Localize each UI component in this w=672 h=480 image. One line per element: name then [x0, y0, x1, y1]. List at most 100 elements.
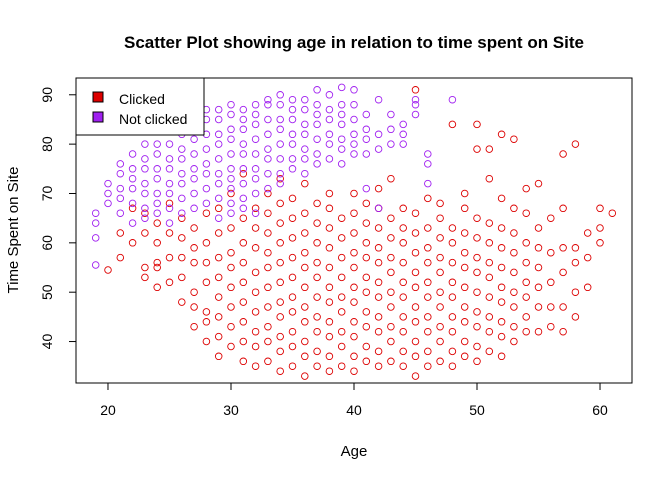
point-clicked-107: [301, 263, 309, 272]
point-not-clicked-87: [239, 165, 248, 173]
point-clicked-305: [559, 327, 567, 336]
point-clicked-181: [387, 234, 395, 242]
point-clicked-187: [399, 313, 407, 321]
point-clicked-260: [485, 273, 494, 282]
point-not-clicked-146: [337, 145, 346, 153]
point-clicked-321: [596, 204, 604, 213]
point-not-clicked-46: [178, 145, 186, 153]
point-clicked-258: [485, 313, 494, 321]
point-clicked-9: [153, 283, 161, 292]
point-clicked-207: [424, 327, 432, 336]
point-not-clicked-97: [251, 150, 260, 158]
point-clicked-42: [214, 229, 223, 237]
point-clicked-182: [387, 214, 395, 222]
point-not-clicked-44: [178, 169, 186, 178]
point-not-clicked-76: [227, 184, 235, 193]
point-clicked-138: [337, 273, 346, 282]
point-clicked-66: [251, 268, 260, 277]
point-clicked-127: [325, 283, 334, 292]
point-clicked-17: [165, 199, 174, 208]
point-clicked-290: [522, 239, 530, 247]
point-not-clicked-60: [202, 160, 211, 168]
point-clicked-194: [411, 372, 420, 380]
point-clicked-241: [460, 248, 469, 257]
point-not-clicked-30: [153, 150, 161, 158]
point-clicked-243: [460, 204, 469, 213]
point-clicked-39: [214, 293, 223, 301]
point-not-clicked-121: [288, 130, 297, 139]
legend-swatch-clicked: [92, 91, 104, 103]
points-layer: [91, 83, 617, 380]
point-clicked-25: [190, 288, 198, 296]
point-clicked-235: [460, 352, 469, 361]
point-not-clicked-51: [190, 174, 198, 183]
point-clicked-64: [251, 308, 260, 316]
x-tick-label-60: 60: [592, 402, 608, 418]
point-clicked-52: [239, 357, 248, 366]
point-clicked-27: [190, 244, 198, 252]
point-clicked-308: [559, 244, 567, 252]
point-clicked-8: [141, 209, 149, 217]
point-not-clicked-75: [227, 199, 235, 208]
point-not-clicked-93: [251, 209, 260, 217]
point-not-clicked-39: [165, 140, 174, 148]
point-clicked-21: [178, 234, 186, 242]
point-clicked-51: [227, 189, 235, 198]
point-clicked-105: [301, 303, 309, 311]
point-clicked-69: [251, 204, 260, 213]
point-clicked-60: [239, 169, 248, 178]
point-clicked-53: [239, 337, 248, 346]
point-clicked-248: [473, 308, 481, 316]
point-not-clicked-45: [178, 155, 186, 163]
point-clicked-91: [288, 362, 297, 370]
point-not-clicked-70: [214, 140, 223, 148]
point-clicked-36: [214, 352, 223, 361]
point-not-clicked-85: [239, 194, 248, 203]
point-clicked-180: [387, 253, 395, 262]
point-clicked-94: [288, 308, 297, 316]
point-clicked-208: [424, 313, 432, 321]
point-clicked-50: [227, 224, 235, 232]
point-clicked-302: [547, 278, 555, 287]
point-clicked-152: [350, 189, 358, 198]
point-clicked-70: [264, 357, 272, 366]
point-clicked-233: [448, 224, 457, 232]
point-clicked-19: [178, 273, 186, 282]
x-axis-label: Age: [341, 443, 368, 460]
point-clicked-146: [350, 298, 358, 306]
point-not-clicked-154: [350, 130, 358, 139]
point-not-clicked-114: [276, 125, 284, 134]
point-clicked-309: [559, 204, 567, 213]
point-clicked-271: [497, 263, 506, 272]
point-clicked-153: [362, 357, 371, 366]
point-not-clicked-35: [165, 189, 174, 198]
point-clicked-0: [104, 266, 112, 274]
point-not-clicked-50: [190, 189, 198, 198]
point-clicked-4: [128, 204, 137, 213]
point-not-clicked-80: [227, 135, 235, 143]
point-clicked-135: [337, 327, 346, 336]
point-clicked-192: [399, 224, 407, 232]
point-clicked-26: [190, 258, 198, 267]
point-clicked-244: [460, 189, 469, 198]
point-clicked-171: [374, 224, 383, 232]
point-clicked-65: [251, 288, 260, 296]
point-clicked-289: [522, 258, 530, 267]
point-not-clicked-72: [214, 115, 223, 124]
point-clicked-218: [436, 303, 444, 311]
point-clicked-77: [264, 229, 272, 237]
point-not-clicked-143: [325, 105, 334, 114]
point-clicked-251: [473, 253, 481, 262]
point-not-clicked-71: [214, 130, 223, 139]
point-not-clicked-134: [313, 135, 321, 143]
point-not-clicked-156: [350, 100, 358, 109]
point-clicked-314: [571, 244, 580, 252]
point-clicked-247: [473, 322, 481, 331]
point-clicked-201: [411, 248, 420, 257]
point-clicked-179: [387, 268, 395, 277]
point-not-clicked-29: [153, 165, 161, 173]
point-clicked-276: [510, 337, 518, 346]
point-clicked-157: [362, 288, 371, 296]
point-not-clicked-42: [178, 194, 186, 203]
point-not-clicked-43: [178, 179, 186, 188]
